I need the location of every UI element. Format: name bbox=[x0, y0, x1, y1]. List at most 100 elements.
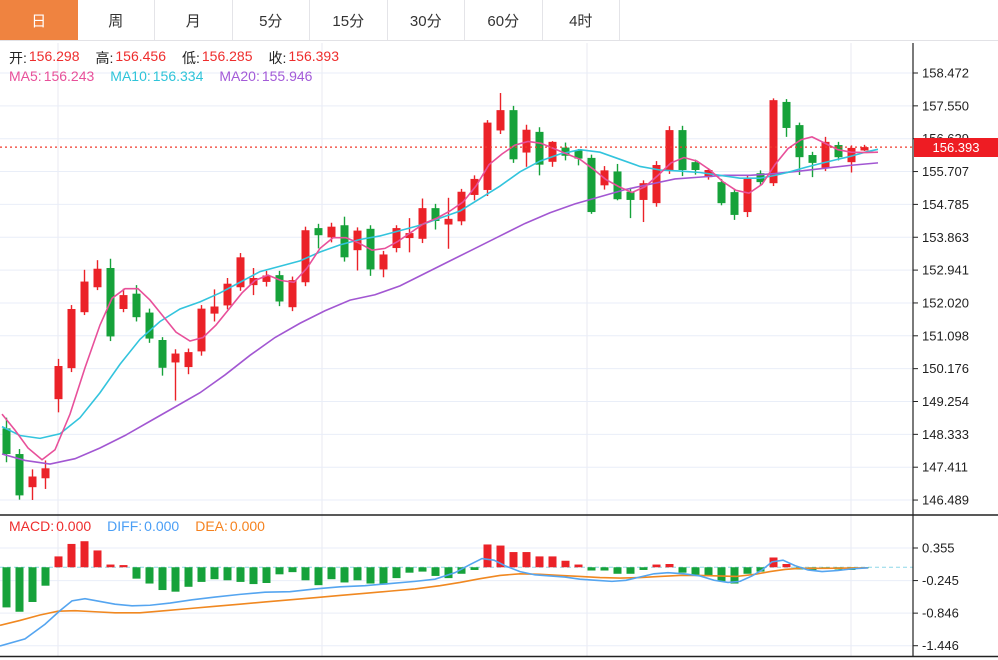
macd-bar bbox=[652, 564, 661, 568]
macd-bar bbox=[418, 567, 427, 572]
candle-body bbox=[665, 130, 674, 171]
macd-bar bbox=[106, 564, 115, 568]
dea-line bbox=[0, 567, 869, 627]
macd-bar bbox=[743, 567, 752, 574]
candle-body bbox=[496, 110, 505, 131]
price-axis-label: 146.489 bbox=[922, 493, 969, 508]
macd-bar bbox=[2, 567, 11, 608]
candle-body bbox=[392, 228, 401, 249]
tab-30min[interactable]: 30分 bbox=[387, 0, 465, 40]
candle-body bbox=[444, 218, 453, 225]
tab-day[interactable]: 日 bbox=[0, 0, 78, 40]
macd-bar bbox=[197, 567, 206, 582]
tab-4hour[interactable]: 4时 bbox=[542, 0, 620, 40]
candle-body bbox=[54, 366, 63, 400]
macd-bar bbox=[301, 567, 310, 581]
candle-body bbox=[80, 281, 89, 313]
macd-bar bbox=[80, 541, 89, 568]
macd-bar bbox=[691, 567, 700, 575]
macd-bar bbox=[548, 556, 557, 568]
candle-body bbox=[132, 293, 141, 318]
price-axis-label: 152.020 bbox=[922, 295, 969, 310]
tab-week[interactable]: 周 bbox=[77, 0, 155, 40]
candle-body bbox=[301, 230, 310, 283]
macd-bar bbox=[704, 567, 713, 576]
candle-body bbox=[626, 191, 635, 200]
macd-bar bbox=[145, 567, 154, 584]
tab-month[interactable]: 月 bbox=[155, 0, 233, 40]
price-axis-label: 152.941 bbox=[922, 263, 969, 278]
macd-bar bbox=[600, 567, 609, 571]
candle-body bbox=[41, 468, 50, 479]
candle-body bbox=[210, 306, 219, 314]
candle-body bbox=[535, 131, 544, 165]
macd-bar bbox=[132, 567, 141, 579]
price-axis-label: 147.411 bbox=[922, 460, 968, 475]
macd-bar bbox=[756, 567, 765, 572]
tab-5min[interactable]: 5分 bbox=[232, 0, 310, 40]
candle-body bbox=[223, 283, 232, 306]
macd-bar bbox=[457, 567, 466, 574]
macd-bar bbox=[28, 567, 37, 602]
candle-body bbox=[2, 428, 11, 455]
candle-body bbox=[730, 192, 739, 215]
price-axis-label: 151.098 bbox=[922, 328, 969, 343]
macd-bar bbox=[717, 567, 726, 582]
candle-body bbox=[288, 280, 297, 308]
tab-60min[interactable]: 60分 bbox=[465, 0, 543, 40]
candle-body bbox=[509, 110, 518, 160]
candle-body bbox=[743, 178, 752, 213]
ma5-line bbox=[1, 136, 879, 461]
macd-bar bbox=[626, 567, 635, 574]
candle-body bbox=[457, 191, 466, 222]
candle-body bbox=[197, 308, 206, 352]
candle-body bbox=[15, 454, 24, 496]
macd-bar bbox=[275, 567, 284, 575]
candle-body bbox=[28, 476, 37, 488]
macd-bar bbox=[509, 552, 518, 568]
price-axis-label: 153.863 bbox=[922, 230, 969, 245]
candle-body bbox=[808, 155, 817, 163]
candle-body bbox=[561, 147, 570, 156]
candle-body bbox=[67, 308, 76, 369]
macd-bar bbox=[678, 567, 687, 573]
candle-body bbox=[314, 228, 323, 236]
macd-axis-label: -0.846 bbox=[922, 606, 959, 621]
macd-bar bbox=[535, 556, 544, 568]
price-axis-label: 149.254 bbox=[922, 394, 969, 409]
macd-bar bbox=[223, 567, 232, 581]
macd-bar bbox=[470, 567, 479, 570]
candle-body bbox=[379, 254, 388, 270]
macd-bar bbox=[119, 565, 128, 568]
macd-bar bbox=[15, 567, 24, 612]
candle-body bbox=[834, 145, 843, 158]
candle-body bbox=[483, 122, 492, 190]
macd-bar bbox=[522, 552, 531, 568]
candle-body bbox=[782, 101, 791, 128]
macd-bar bbox=[483, 544, 492, 568]
ma20-line bbox=[1, 162, 879, 465]
current-price-badge: 156.393 bbox=[914, 138, 998, 157]
macd-bar bbox=[249, 567, 258, 585]
candle-body bbox=[587, 157, 596, 213]
candle-body bbox=[639, 183, 648, 200]
tab-15min[interactable]: 15分 bbox=[310, 0, 388, 40]
candle-body bbox=[678, 130, 687, 171]
macd-axis-label: 0.355 bbox=[922, 541, 955, 556]
macd-bar bbox=[93, 550, 102, 568]
candle-body bbox=[171, 353, 180, 363]
candle-body bbox=[769, 100, 778, 184]
candle-body bbox=[860, 147, 869, 151]
macd-bar bbox=[496, 545, 505, 568]
candle-body bbox=[574, 150, 583, 159]
candle-body bbox=[405, 233, 414, 239]
candle-body bbox=[652, 165, 661, 204]
candle-body bbox=[821, 141, 830, 168]
macd-bar bbox=[353, 567, 362, 581]
price-axis-label: 154.785 bbox=[922, 197, 969, 212]
candle-body bbox=[236, 257, 245, 288]
macd-bar bbox=[366, 567, 375, 584]
price-axis-label: 157.550 bbox=[922, 98, 969, 113]
